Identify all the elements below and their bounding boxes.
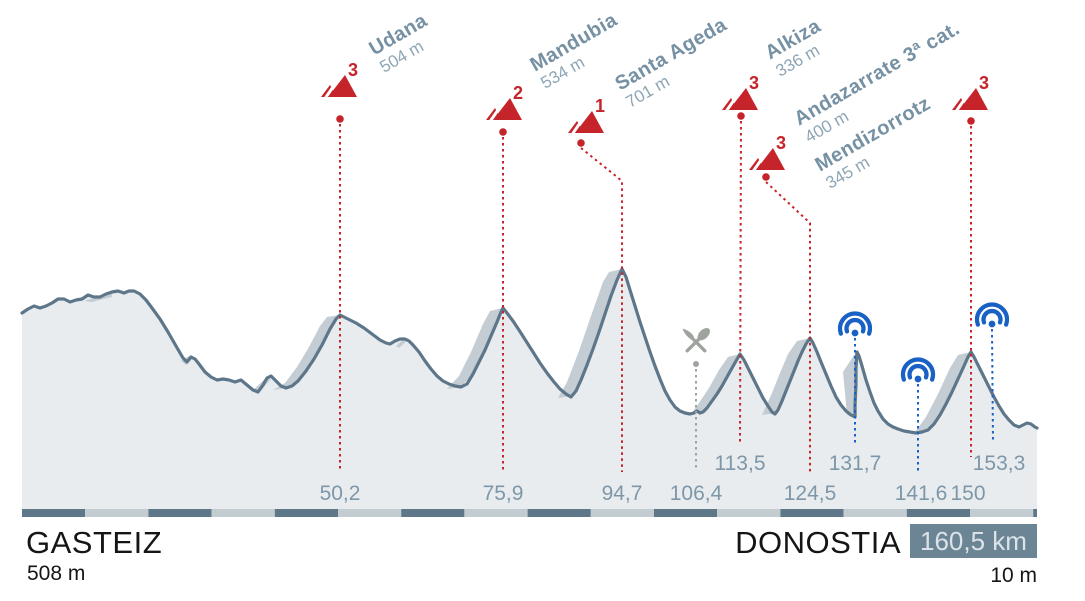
mountain-category-icon <box>749 146 785 174</box>
wifi-marker-line <box>991 328 994 443</box>
mountain-category-icon <box>486 96 522 124</box>
elevation-area <box>22 269 1037 509</box>
climb-shade-band <box>915 352 971 432</box>
mountain-category-icon <box>321 73 357 101</box>
climb-category-number: 2 <box>513 83 524 103</box>
climb-label: Santa Ageda 701 m <box>612 14 740 112</box>
scale-bar-segment <box>85 509 149 517</box>
start-city-label: GASTEIZ <box>26 525 163 560</box>
scale-bar-segment <box>22 509 86 517</box>
mountain-category-icon <box>568 109 604 137</box>
climb-label: Alkiza 336 m <box>762 15 834 81</box>
scale-bar-segment <box>906 509 970 517</box>
scale-bar-segment <box>590 509 654 517</box>
climb-marker-dot <box>577 139 585 147</box>
climb-shade-band <box>691 354 740 414</box>
climb-marker-dot <box>499 128 507 136</box>
scale-bar-segment <box>780 509 844 517</box>
km-marker-label: 150 <box>950 482 986 505</box>
mountain-category-icon <box>952 86 988 114</box>
scale-bar-segment <box>148 509 212 517</box>
climb-marker-line <box>765 181 811 472</box>
scale-bar-segment <box>1033 509 1037 517</box>
km-marker-label: 113,5 <box>714 452 766 475</box>
climb-marker-dot <box>967 117 975 125</box>
wifi-icon <box>974 302 1010 328</box>
climb-shade-band <box>273 315 340 390</box>
km-marker-label: 124,5 <box>783 482 837 505</box>
climb-label: Udana 504 m <box>366 10 441 77</box>
climb-category-number: 1 <box>595 96 606 116</box>
climb-category-number: 3 <box>979 73 990 93</box>
km-marker-label: 75,9 <box>482 482 524 505</box>
climb-shade-band <box>447 308 503 389</box>
km-marker-label: 94,7 <box>601 482 643 505</box>
climb-shade-band <box>843 352 857 417</box>
climb-category-number: 3 <box>749 73 760 93</box>
scale-bar-segment <box>527 509 591 517</box>
scale-bar-segment <box>717 509 781 517</box>
km-marker-label: 106,4 <box>669 482 723 505</box>
scale-bar-segment <box>843 509 907 517</box>
scale-bar-segment <box>401 509 465 517</box>
km-marker-label: 131,7 <box>828 452 882 475</box>
climb-marker-dot <box>762 173 770 181</box>
wifi-icon <box>900 357 936 383</box>
km-marker-label: 141,6 <box>894 482 948 505</box>
climb-marker-line <box>580 147 623 472</box>
scale-bar-segment <box>654 509 718 517</box>
km-marker-label: 153,3 <box>972 452 1026 475</box>
climb-category-number: 3 <box>348 60 359 80</box>
elevation-line <box>20 267 1039 435</box>
start-elevation-label: 508 m <box>27 562 86 585</box>
finish-elevation-label: 10 m <box>990 564 1037 587</box>
climb-category-number: 3 <box>776 133 787 153</box>
scale-bar-segment <box>274 509 338 517</box>
total-distance-badge: 160,5 km <box>910 524 1037 558</box>
scale-bar-segment <box>970 509 1034 517</box>
feed-zone-icon <box>682 328 710 367</box>
mountain-category-icon <box>722 86 758 114</box>
scale-bar-segment <box>338 509 402 517</box>
scale-bar-segment <box>464 509 528 517</box>
climb-marker-dot <box>336 115 344 123</box>
finish-city-label: DONOSTIA <box>735 525 901 560</box>
km-marker-label: 50,2 <box>319 482 361 505</box>
wifi-icon <box>837 311 873 337</box>
climb-marker-dot <box>737 112 745 120</box>
climb-shade-band <box>396 339 408 348</box>
scale-bar-segment <box>211 509 275 517</box>
climb-shade-band <box>558 269 622 398</box>
